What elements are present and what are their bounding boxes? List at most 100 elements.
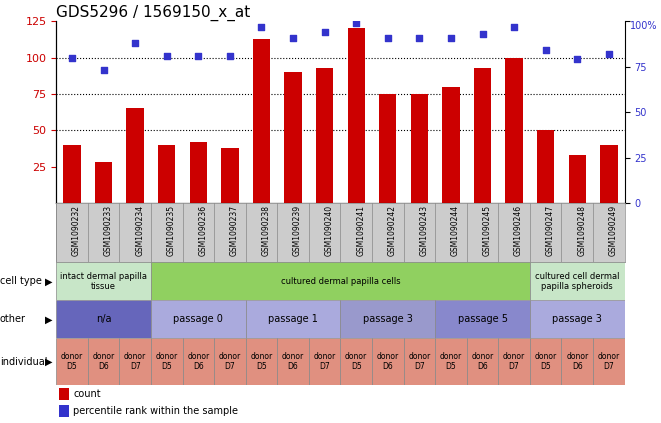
Point xyxy=(193,52,204,59)
Bar xyxy=(190,142,207,203)
Text: GSM1090236: GSM1090236 xyxy=(198,205,208,256)
Bar xyxy=(379,94,397,203)
Bar xyxy=(151,300,246,338)
Text: donor
D6: donor D6 xyxy=(566,352,588,371)
Text: donor
D7: donor D7 xyxy=(124,352,146,371)
Text: n/a: n/a xyxy=(96,314,111,324)
Point xyxy=(319,29,330,36)
Bar xyxy=(435,300,530,338)
Bar xyxy=(151,262,530,300)
Bar xyxy=(309,338,340,385)
Bar xyxy=(56,300,151,338)
Text: passage 0: passage 0 xyxy=(173,314,223,324)
Text: donor
D5: donor D5 xyxy=(251,352,272,371)
Bar xyxy=(340,338,372,385)
Text: donor
D7: donor D7 xyxy=(408,352,430,371)
Text: count: count xyxy=(73,390,101,399)
Bar xyxy=(474,68,491,203)
Text: donor
D7: donor D7 xyxy=(313,352,336,371)
Point xyxy=(256,23,267,30)
Bar xyxy=(593,338,625,385)
Point xyxy=(161,52,172,59)
Text: donor
D7: donor D7 xyxy=(503,352,525,371)
Bar xyxy=(182,338,214,385)
Bar xyxy=(410,94,428,203)
Text: GSM1090234: GSM1090234 xyxy=(135,205,144,256)
Text: ▶: ▶ xyxy=(46,357,53,367)
Bar xyxy=(372,338,404,385)
Bar xyxy=(56,262,151,300)
Bar xyxy=(404,338,435,385)
Point xyxy=(351,19,362,26)
Bar xyxy=(59,405,69,417)
Text: GSM1090248: GSM1090248 xyxy=(577,205,586,256)
Text: GSM1090246: GSM1090246 xyxy=(514,205,523,256)
Bar xyxy=(316,68,333,203)
Text: GSM1090240: GSM1090240 xyxy=(325,205,334,256)
Text: GSM1090249: GSM1090249 xyxy=(609,205,618,256)
Bar xyxy=(63,145,81,203)
Text: GSM1090247: GSM1090247 xyxy=(546,205,555,256)
Text: cell type: cell type xyxy=(0,276,42,286)
Point xyxy=(288,34,298,41)
Text: passage 1: passage 1 xyxy=(268,314,318,324)
Text: donor
D7: donor D7 xyxy=(219,352,241,371)
Text: GSM1090233: GSM1090233 xyxy=(104,205,112,256)
Text: ▶: ▶ xyxy=(46,276,53,286)
Bar xyxy=(498,338,530,385)
Text: intact dermal papilla
tissue: intact dermal papilla tissue xyxy=(60,272,147,291)
Bar xyxy=(561,338,593,385)
Text: ▶: ▶ xyxy=(46,314,53,324)
Bar xyxy=(348,28,365,203)
Text: GSM1090238: GSM1090238 xyxy=(262,205,270,256)
Bar xyxy=(537,130,555,203)
Text: GSM1090235: GSM1090235 xyxy=(167,205,176,256)
Text: 100%: 100% xyxy=(631,21,658,31)
Text: individual: individual xyxy=(0,357,48,367)
Bar xyxy=(467,338,498,385)
Text: cultured cell dermal
papilla spheroids: cultured cell dermal papilla spheroids xyxy=(535,272,619,291)
Bar xyxy=(506,58,523,203)
Bar xyxy=(340,300,435,338)
Bar xyxy=(442,87,459,203)
Bar xyxy=(221,148,239,203)
Bar xyxy=(530,300,625,338)
Text: GSM1090232: GSM1090232 xyxy=(72,205,81,256)
Bar xyxy=(530,262,625,300)
Bar xyxy=(284,72,301,203)
Text: other: other xyxy=(0,314,26,324)
Text: donor
D5: donor D5 xyxy=(345,352,368,371)
Point xyxy=(572,56,582,63)
Bar xyxy=(126,108,144,203)
Bar xyxy=(568,155,586,203)
Text: donor
D7: donor D7 xyxy=(598,352,620,371)
Bar xyxy=(95,162,112,203)
Text: GSM1090237: GSM1090237 xyxy=(230,205,239,256)
Point xyxy=(446,34,456,41)
Text: passage 3: passage 3 xyxy=(553,314,602,324)
Text: percentile rank within the sample: percentile rank within the sample xyxy=(73,407,238,416)
Point xyxy=(67,54,77,61)
Text: donor
D5: donor D5 xyxy=(440,352,462,371)
Bar xyxy=(151,338,182,385)
Bar xyxy=(435,338,467,385)
Point xyxy=(477,30,488,37)
Bar xyxy=(600,145,617,203)
Point xyxy=(509,23,520,30)
Text: GSM1090244: GSM1090244 xyxy=(451,205,460,256)
Text: GSM1090245: GSM1090245 xyxy=(483,205,492,256)
Bar xyxy=(530,338,561,385)
Text: donor
D6: donor D6 xyxy=(282,352,304,371)
Bar xyxy=(253,38,270,203)
Bar xyxy=(88,338,120,385)
Point xyxy=(541,47,551,54)
Text: donor
D5: donor D5 xyxy=(61,352,83,371)
Text: passage 3: passage 3 xyxy=(363,314,412,324)
Bar xyxy=(56,338,88,385)
Text: GSM1090242: GSM1090242 xyxy=(388,205,397,256)
Text: passage 5: passage 5 xyxy=(457,314,508,324)
Text: GDS5296 / 1569150_x_at: GDS5296 / 1569150_x_at xyxy=(56,5,251,21)
Bar xyxy=(277,338,309,385)
Text: cultured dermal papilla cells: cultured dermal papilla cells xyxy=(281,277,400,286)
Point xyxy=(603,50,614,57)
